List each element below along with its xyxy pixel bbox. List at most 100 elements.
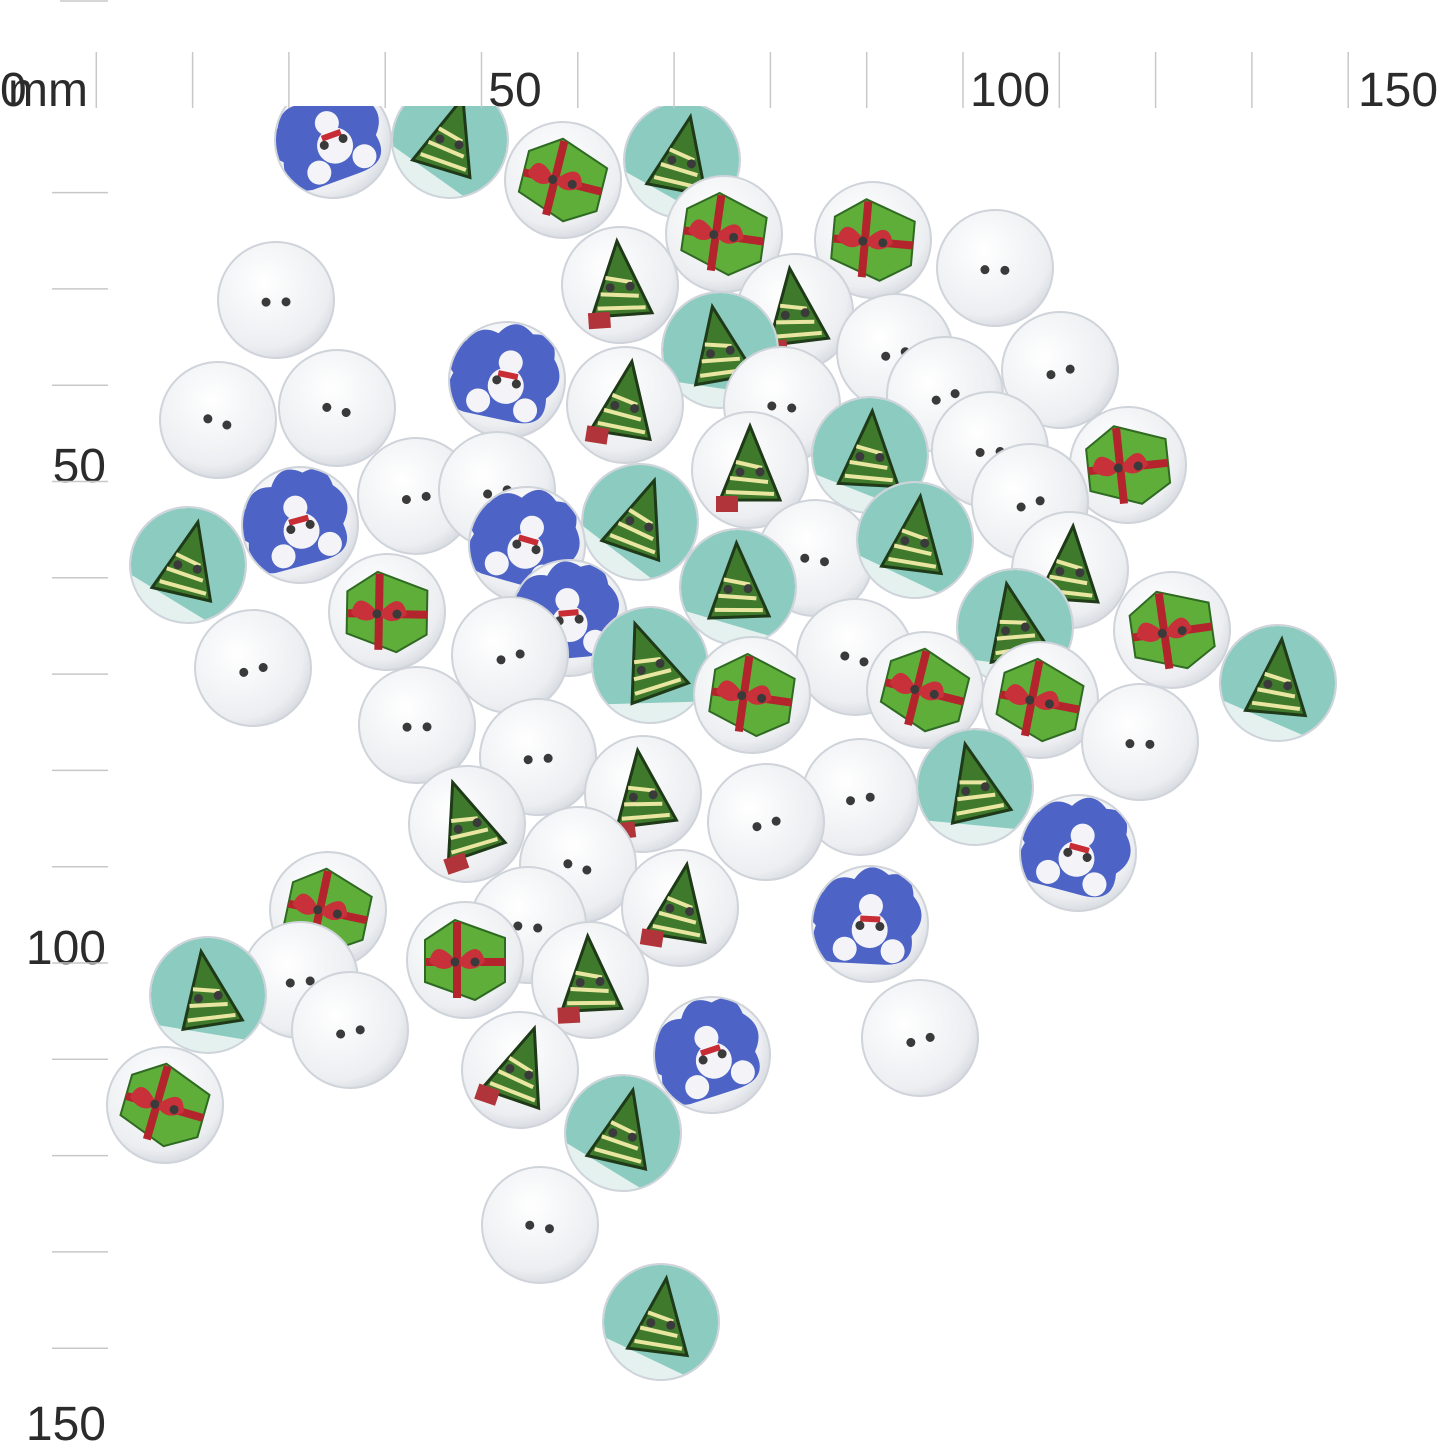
snowman <box>832 936 857 961</box>
hole <box>203 414 213 424</box>
hole <box>625 281 635 291</box>
hole <box>472 818 482 828</box>
hole <box>931 395 941 405</box>
hole <box>213 990 223 1000</box>
garland <box>419 126 467 172</box>
hole <box>980 265 990 275</box>
garland <box>597 393 646 435</box>
garland <box>597 276 646 311</box>
presents <box>557 1006 581 1024</box>
button <box>447 321 566 439</box>
hole <box>752 822 762 832</box>
button-print <box>639 860 707 948</box>
hole <box>595 976 605 986</box>
hole <box>771 816 781 826</box>
hole <box>705 349 715 359</box>
hole <box>512 539 522 549</box>
hole <box>322 402 332 412</box>
button <box>561 226 679 344</box>
hole <box>743 584 753 594</box>
garland <box>1251 671 1301 711</box>
hole <box>1063 847 1073 857</box>
hole <box>392 609 402 619</box>
button <box>936 209 1054 327</box>
snowman <box>271 544 296 569</box>
hole <box>313 905 323 915</box>
button <box>693 636 811 754</box>
hole <box>735 467 745 477</box>
button <box>861 979 979 1097</box>
garland <box>450 816 499 855</box>
hole <box>630 404 640 414</box>
hole <box>655 658 665 668</box>
button <box>851 481 974 604</box>
button-body <box>217 241 335 359</box>
hole <box>980 782 990 792</box>
hole <box>608 1128 618 1138</box>
hole <box>855 920 865 930</box>
snowman <box>484 551 509 576</box>
hole <box>338 133 348 143</box>
hole <box>422 722 432 732</box>
hole <box>543 753 553 763</box>
hole <box>646 1318 656 1328</box>
hole <box>875 922 885 932</box>
hole <box>531 545 541 555</box>
button-print <box>151 938 274 1061</box>
button <box>1017 794 1137 912</box>
button-print <box>1085 425 1172 505</box>
hole <box>757 693 767 703</box>
hole <box>222 420 232 430</box>
hole <box>1263 679 1273 689</box>
x-label: 100 <box>970 64 1050 117</box>
hole <box>286 525 296 535</box>
hole <box>470 957 480 967</box>
button <box>149 936 274 1061</box>
scarf <box>320 129 342 142</box>
hole <box>881 351 891 361</box>
hole <box>875 453 885 463</box>
presents <box>474 1083 501 1106</box>
y-label: 150 <box>26 1398 106 1445</box>
button <box>567 463 699 595</box>
hole <box>929 689 939 699</box>
hole <box>582 865 592 875</box>
button <box>406 901 524 1019</box>
hole <box>1283 681 1293 691</box>
button-print <box>1216 626 1335 745</box>
ruler-unit: mm <box>8 64 88 117</box>
button <box>291 971 409 1089</box>
button-print <box>554 1076 680 1202</box>
hole <box>239 667 249 677</box>
hole <box>355 1025 365 1035</box>
scarf <box>558 609 579 617</box>
garland <box>159 552 207 596</box>
hole <box>548 175 558 185</box>
hole <box>435 134 445 144</box>
button <box>621 849 739 967</box>
scarf <box>1068 842 1090 854</box>
button <box>119 506 247 634</box>
button <box>597 1263 720 1386</box>
hole <box>1035 496 1045 506</box>
button <box>981 641 1099 759</box>
hole <box>865 792 875 802</box>
button <box>554 1074 682 1202</box>
hole <box>192 564 202 574</box>
button <box>378 81 509 212</box>
hole <box>840 651 850 661</box>
hole <box>906 1038 916 1048</box>
hole <box>1046 370 1056 380</box>
y-label: 50 <box>53 440 106 493</box>
ruler-origin: 0 <box>0 64 27 117</box>
hole <box>1044 699 1054 709</box>
hole <box>755 467 765 477</box>
button-body <box>861 979 979 1097</box>
hole <box>900 536 910 546</box>
garland <box>634 1310 683 1351</box>
button <box>814 181 932 299</box>
ruler-band <box>0 0 1445 106</box>
button <box>531 921 649 1039</box>
hole <box>1177 626 1187 636</box>
scarf <box>700 1044 721 1057</box>
